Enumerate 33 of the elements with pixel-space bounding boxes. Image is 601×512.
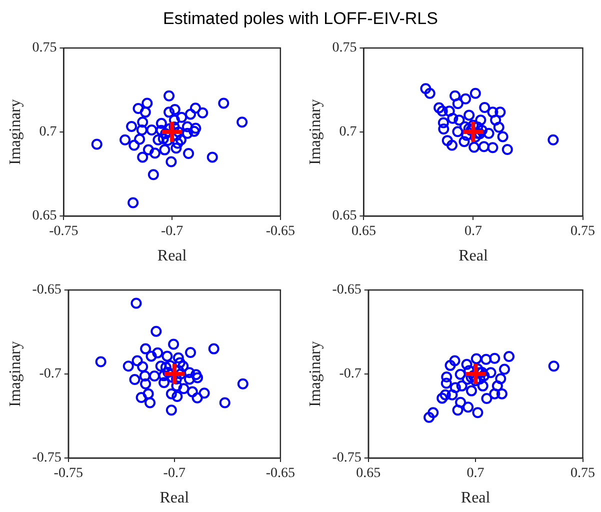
- x-tick-label: 0.65: [356, 466, 381, 482]
- x-tick-label: -0.7: [160, 224, 184, 240]
- y-tick-label: 0.75: [332, 40, 357, 56]
- y-tick-label: 0.7: [339, 124, 357, 140]
- y-tick-label: -0.75: [32, 450, 62, 466]
- y-tick-label: 0.65: [32, 208, 57, 224]
- x-tick-label: -0.75: [54, 466, 83, 482]
- y-tick-label: -0.7: [39, 366, 62, 382]
- x-tick-label: 0.75: [570, 224, 595, 240]
- x-tick-label: -0.75: [49, 224, 78, 240]
- y-axis-title: Imaginary: [306, 99, 324, 165]
- x-axis-title: Real: [460, 490, 491, 507]
- y-tick-label: -0.75: [332, 450, 362, 466]
- x-tick-label: 0.7: [464, 224, 482, 240]
- y-tick-label: 0.7: [39, 124, 57, 140]
- y-axis-title: Imaginary: [6, 341, 24, 407]
- x-tick-label: 0.75: [570, 466, 595, 482]
- y-axis-title: Imaginary: [306, 341, 324, 407]
- x-axis-title: Real: [160, 490, 190, 507]
- x-tick-label: 0.65: [351, 224, 376, 240]
- x-tick-label: -0.65: [266, 466, 296, 482]
- chart-title: Estimated poles with LOFF-EIV-RLS: [162, 8, 439, 30]
- y-tick-label: 0.75: [32, 40, 57, 56]
- x-tick-label: -0.65: [266, 224, 296, 240]
- x-axis-title: Real: [458, 248, 488, 265]
- y-tick-label: -0.7: [339, 366, 362, 382]
- y-tick-label: -0.65: [332, 282, 362, 298]
- x-axis-title: Real: [157, 248, 188, 265]
- x-tick-label: 0.7: [466, 466, 484, 482]
- x-tick-label: -0.7: [163, 466, 186, 482]
- y-tick-label: 0.65: [332, 208, 357, 224]
- y-tick-label: -0.65: [32, 282, 62, 298]
- y-axis-title: Imaginary: [6, 99, 24, 165]
